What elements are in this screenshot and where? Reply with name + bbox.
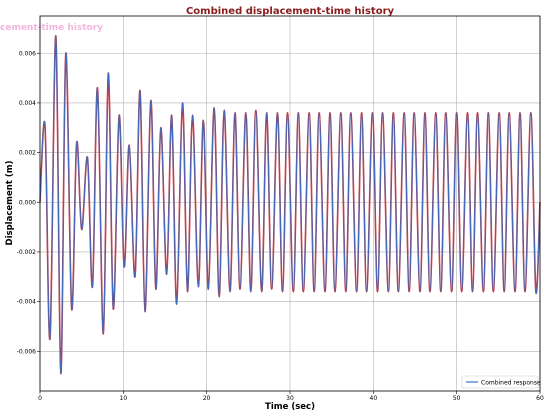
watermark-text: cement-time history [0, 23, 103, 33]
x-tick-label: 60 [536, 395, 544, 402]
y-tick-label: 0.000 [19, 199, 36, 206]
x-tick-label: 30 [286, 395, 294, 402]
x-tick-label: 0 [38, 395, 42, 402]
x-tick-label: 50 [453, 395, 461, 402]
y-tick-label: 0.002 [19, 150, 36, 157]
y-tick-label: -0.004 [17, 299, 37, 306]
y-tick-label: 0.006 [19, 50, 36, 57]
y-tick-label: 0.004 [19, 100, 36, 107]
y-tick-label: -0.006 [17, 348, 37, 355]
chart-title: Combined displacement-time history [186, 6, 395, 17]
legend-box [461, 375, 539, 389]
x-tick-label: 20 [203, 395, 211, 402]
series-line [39, 35, 541, 375]
ticks: 0 10 20 30 40 50 60 -0.006 -0.004 -0.002 0.000 0.00… [17, 50, 544, 402]
x-axis-label: Time (sec) [265, 402, 315, 412]
y-axis-label: Displacement (m) [5, 160, 15, 245]
series-layer [39, 35, 541, 375]
grid [39, 16, 541, 391]
x-tick-label: 10 [120, 395, 128, 402]
y-tick-label: -0.002 [17, 249, 37, 256]
legend: Combined response [461, 375, 541, 389]
x-tick-label: 40 [370, 395, 378, 402]
legend-label: Combined response [481, 380, 541, 387]
